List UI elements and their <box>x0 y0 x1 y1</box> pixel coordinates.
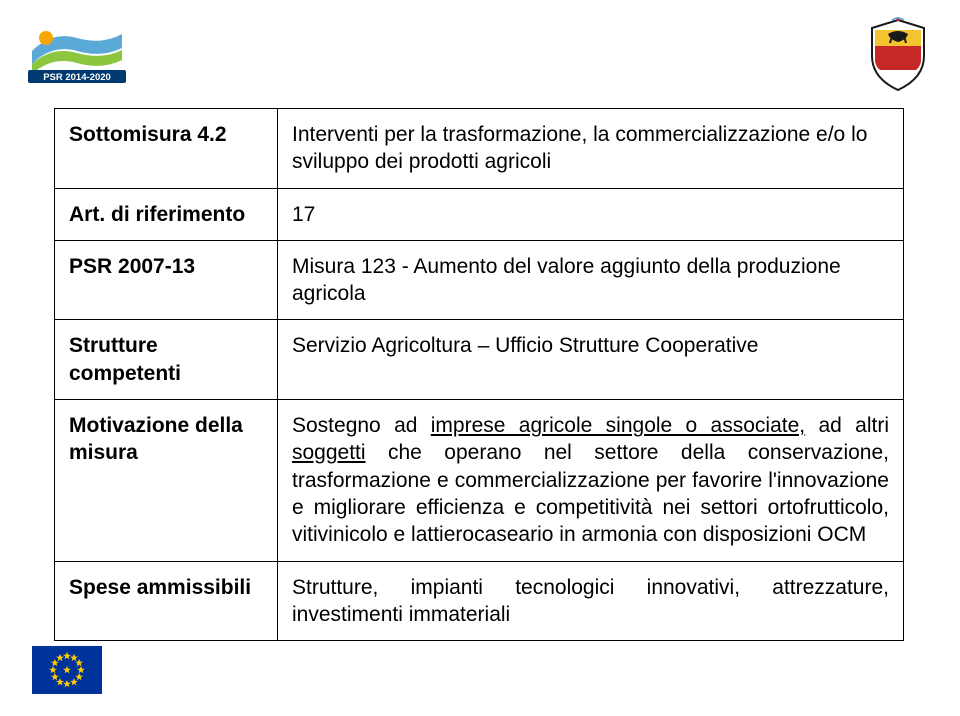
row-value: Interventi per la trasformazione, la com… <box>278 109 904 189</box>
table-body: Sottomisura 4.2Interventi per la trasfor… <box>55 109 904 641</box>
row-label: PSR 2007-13 <box>55 240 278 320</box>
row-label: Strutture competenti <box>55 320 278 400</box>
table-row: Motivazione della misuraSostegno ad impr… <box>55 400 904 561</box>
table-row: Art. di riferimento17 <box>55 188 904 240</box>
row-value: Strutture, impianti tecnologici innovati… <box>278 561 904 641</box>
row-value: 17 <box>278 188 904 240</box>
row-value: Servizio Agricoltura – Ufficio Strutture… <box>278 320 904 400</box>
table-row: Strutture competentiServizio Agricoltura… <box>55 320 904 400</box>
table-row: PSR 2007-13Misura 123 - Aumento del valo… <box>55 240 904 320</box>
svg-text:PSR 2014-2020: PSR 2014-2020 <box>43 72 111 83</box>
table-row: Spese ammissibiliStrutture, impianti tec… <box>55 561 904 641</box>
row-label: Spese ammissibili <box>55 561 278 641</box>
psr-logo: PSR 2014-2020 <box>22 16 132 86</box>
eu-flag-logo <box>32 646 102 694</box>
row-label: Sottomisura 4.2 <box>55 109 278 189</box>
row-value: Misura 123 - Aumento del valore aggiunto… <box>278 240 904 320</box>
table-row: Sottomisura 4.2Interventi per la trasfor… <box>55 109 904 189</box>
row-label: Motivazione della misura <box>55 400 278 561</box>
row-label: Art. di riferimento <box>55 188 278 240</box>
shield-logo <box>866 16 930 94</box>
content-table: Sottomisura 4.2Interventi per la trasfor… <box>54 108 904 641</box>
slide: PSR 2014-2020 Sottomisura 4.2Interventi … <box>0 0 960 716</box>
row-value: Sostegno ad imprese agricole singole o a… <box>278 400 904 561</box>
